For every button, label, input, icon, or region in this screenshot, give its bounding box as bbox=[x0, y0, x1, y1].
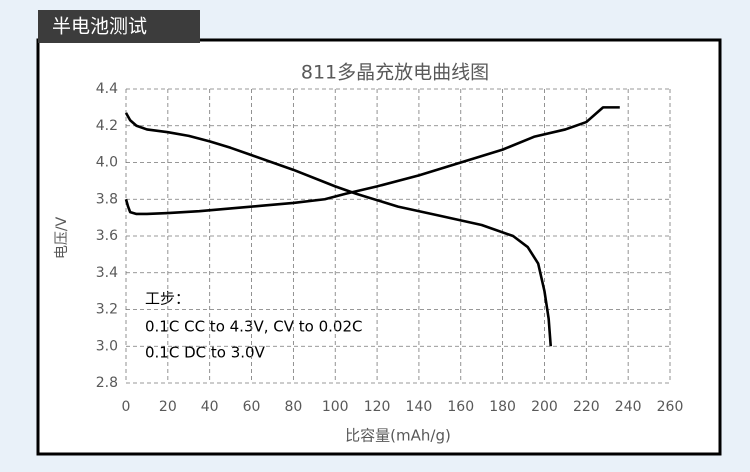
y-tick-label: 4.4 bbox=[96, 81, 118, 97]
x-tick-label: 160 bbox=[447, 399, 474, 415]
x-tick-label: 60 bbox=[243, 399, 261, 415]
x-tick-label: 260 bbox=[657, 399, 684, 415]
annotation: 0.1C DC to 3.0V bbox=[145, 344, 266, 362]
y-axis-label: 电压/V bbox=[54, 216, 70, 259]
x-tick-label: 40 bbox=[201, 399, 219, 415]
chart-title: 811多晶充放电曲线图 bbox=[301, 62, 489, 84]
x-tick-label: 120 bbox=[364, 399, 391, 415]
y-tick-label: 3.0 bbox=[96, 338, 118, 354]
x-tick-label: 100 bbox=[322, 399, 349, 415]
x-tick-label: 140 bbox=[406, 399, 433, 415]
y-tick-label: 3.8 bbox=[96, 191, 118, 207]
series-line bbox=[124, 106, 620, 216]
x-tick-label: 220 bbox=[573, 399, 600, 415]
y-tick-label: 4.0 bbox=[96, 155, 118, 171]
x-tick-label: 240 bbox=[615, 399, 642, 415]
x-axis-label: 比容量(mAh/g) bbox=[345, 427, 451, 445]
y-tick-label: 3.4 bbox=[96, 265, 118, 281]
y-tick-label: 3.6 bbox=[96, 228, 118, 244]
annotation: 工步： bbox=[145, 290, 190, 308]
y-tick-label: 2.8 bbox=[96, 375, 118, 391]
series-line bbox=[124, 112, 553, 347]
y-tick-label: 4.2 bbox=[96, 118, 118, 134]
y-tick-label: 3.2 bbox=[96, 302, 118, 318]
x-tick-label: 80 bbox=[284, 399, 302, 415]
x-tick-label: 180 bbox=[489, 399, 516, 415]
frame bbox=[36, 38, 722, 456]
header-title: 半电池测试 bbox=[52, 16, 147, 38]
annotation: 0.1C CC to 4.3V, CV to 0.02C bbox=[145, 318, 363, 336]
header-tab bbox=[38, 10, 200, 43]
x-tick-label: 20 bbox=[159, 399, 177, 415]
x-tick-label: 0 bbox=[122, 399, 131, 415]
x-tick-label: 200 bbox=[531, 399, 558, 415]
